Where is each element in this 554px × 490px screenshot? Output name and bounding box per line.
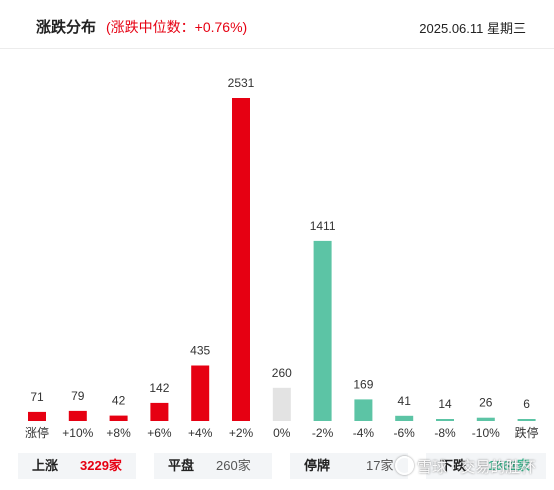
bar-8 xyxy=(354,399,373,421)
bar-value-label-8: 169 xyxy=(353,377,373,391)
card-header: 涨跌分布 (涨跌中位数：+0.76%) 2025.06.11 星期三 xyxy=(0,0,554,49)
bar-value-label-10: 14 xyxy=(438,397,452,411)
summary-down-label: 下跌 xyxy=(440,458,467,473)
category-label-4: +4% xyxy=(188,426,213,440)
card-title: 涨跌分布 xyxy=(36,19,97,36)
summary-down: 下跌 1861家 xyxy=(426,453,546,479)
summary-flat-value: 260家 xyxy=(216,458,251,473)
bar-value-label-2: 42 xyxy=(112,394,126,408)
snowball-logo-icon xyxy=(395,456,414,475)
category-label-0: 涨停 xyxy=(25,425,49,440)
summary-suspended: 停牌 17家 xyxy=(290,453,408,479)
bar-4 xyxy=(191,365,210,421)
watermark-text: 雪球 · 交易的胜杯 xyxy=(417,459,536,476)
category-label-2: +8% xyxy=(106,426,131,440)
bar-value-label-6: 260 xyxy=(272,366,292,380)
bar-value-label-3: 142 xyxy=(149,381,169,395)
summary-up: 上涨 3229家 xyxy=(18,453,136,479)
bar-value-label-1: 79 xyxy=(71,389,85,403)
summary-suspended-value: 17家 xyxy=(366,458,394,473)
bar-value-label-12: 6 xyxy=(523,397,530,411)
category-label-9: -6% xyxy=(394,426,416,440)
category-label-3: +6% xyxy=(147,426,172,440)
bar-5 xyxy=(232,98,250,421)
bar-1 xyxy=(68,410,87,421)
bar-0 xyxy=(28,411,46,421)
bar-3 xyxy=(150,402,169,421)
category-label-10: -8% xyxy=(434,426,456,440)
category-label-11: -10% xyxy=(472,426,500,440)
bar-10 xyxy=(436,419,454,421)
category-label-5: +2% xyxy=(229,426,254,440)
bar-2 xyxy=(109,415,128,421)
bar-value-label-4: 435 xyxy=(190,344,210,358)
summary-up-value: 3229家 xyxy=(80,458,122,473)
bar-value-label-9: 41 xyxy=(398,394,412,408)
summary-flat: 平盘 260家 xyxy=(154,453,272,479)
median-subtitle: (涨跌中位数：+0.76%) xyxy=(106,19,248,35)
category-label-12: 跌停 xyxy=(515,425,539,440)
category-label-8: -4% xyxy=(353,426,375,440)
bar-value-label-0: 71 xyxy=(30,390,44,404)
summary-bar: 上涨 3229家 平盘 260家 停牌 17家 下跌 1861家 xyxy=(18,453,546,479)
bar-value-label-7: 1411 xyxy=(310,219,336,233)
category-label-7: -2% xyxy=(312,426,334,440)
date-label: 2025.06.11 星期三 xyxy=(419,21,526,36)
category-label-1: +10% xyxy=(62,426,93,440)
bar-6 xyxy=(272,387,291,421)
summary-flat-label: 平盘 xyxy=(168,458,195,473)
bar-value-label-5: 2531 xyxy=(228,76,255,90)
xueqiu-watermark: 雪球 · 交易的胜杯 xyxy=(395,456,535,477)
distribution-bar-chart: 71 涨停 79 +10% 42 +8% 142 +6% 435 +4% 2531 +2% 260 0% 1… xyxy=(25,76,539,440)
category-label-6: 0% xyxy=(273,426,291,440)
bar-7 xyxy=(313,240,332,421)
bar-9 xyxy=(395,415,414,421)
bar-value-label-11: 26 xyxy=(479,396,493,410)
bar-12 xyxy=(517,419,536,421)
bar-11 xyxy=(476,417,495,421)
summary-suspended-label: 停牌 xyxy=(304,458,331,473)
summary-down-value: 1861家 xyxy=(488,458,530,473)
summary-up-label: 上涨 xyxy=(32,458,59,473)
